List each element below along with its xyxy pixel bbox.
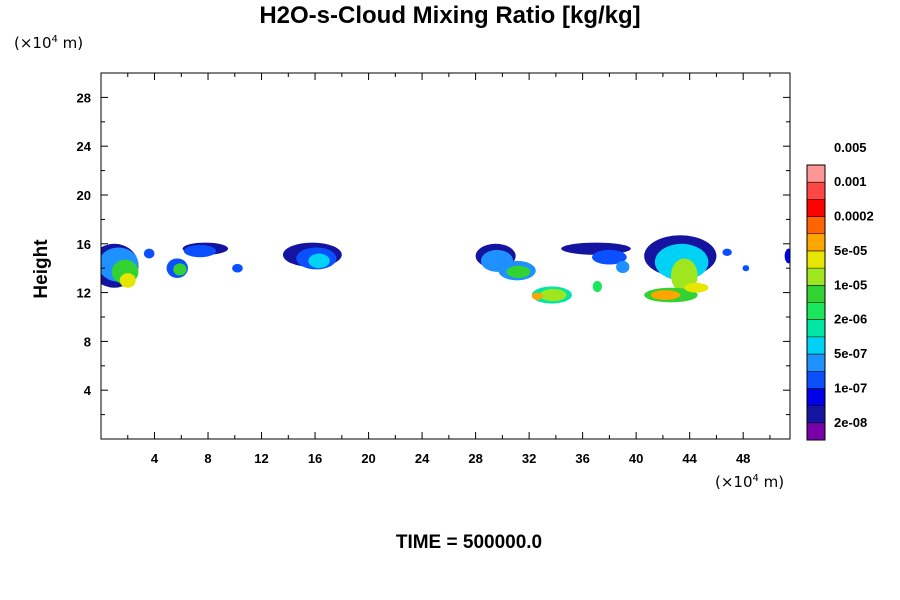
- x-tick-label: 8: [204, 451, 211, 466]
- cloud-field: [101, 235, 790, 304]
- colorbar-frame: [806, 164, 826, 441]
- y-tick-label: 24: [77, 139, 92, 154]
- colorbar-swatch: [807, 182, 825, 200]
- time-footer: TIME = 500000.0: [395, 532, 543, 553]
- colorbar-label: 1e-07: [834, 380, 867, 395]
- cloud-patch: [591, 249, 627, 265]
- colorbar-swatch: [807, 233, 825, 252]
- cloud-patch: [650, 290, 681, 300]
- colorbar-swatch: [807, 388, 825, 406]
- colorbar-swatch: [807, 336, 825, 355]
- colorbar-swatch: [807, 216, 825, 235]
- y-axis-unit: (×104 m): [14, 34, 84, 52]
- x-tick-label: 36: [575, 451, 589, 466]
- colorbar-label: 0.001: [834, 174, 867, 189]
- cloud-patch: [531, 292, 543, 300]
- x-axis-unit: (×104 m): [715, 473, 785, 491]
- colorbar-swatch: [807, 302, 825, 320]
- x-tick-label: 16: [308, 451, 322, 466]
- y-tick-label: 4: [84, 383, 92, 398]
- y-tick-label: 28: [77, 90, 91, 105]
- y-tick-label: 20: [77, 188, 91, 203]
- x-tick-label: 40: [629, 451, 643, 466]
- plot-frame: [100, 72, 791, 440]
- cloud-patch: [143, 248, 155, 259]
- colorbar-swatch: [807, 250, 825, 269]
- cloud-patch: [616, 260, 630, 274]
- colorbar-label: 2e-06: [834, 312, 867, 327]
- x-tick-label: 4: [151, 451, 159, 466]
- colorbar-swatch: [807, 165, 825, 183]
- x-tick-label: 28: [468, 451, 482, 466]
- colorbar-swatch: [807, 319, 825, 338]
- x-tick-label: 12: [254, 451, 268, 466]
- chart-title: H2O-s-Cloud Mixing Ratio [kg/kg]: [259, 2, 641, 29]
- colorbar-label: 0.0002: [834, 209, 874, 224]
- colorbar-label: 2e-08: [834, 415, 867, 430]
- y-tick-label: 8: [84, 334, 91, 349]
- x-tick-label: 24: [415, 451, 430, 466]
- colorbar-label: 0.005: [834, 140, 867, 155]
- colorbar-swatch: [807, 285, 825, 303]
- y-tick-label: 16: [77, 237, 91, 252]
- y-tick-label: 12: [77, 286, 91, 301]
- colorbar-swatch: [807, 354, 825, 372]
- cloud-patch: [539, 288, 567, 302]
- cloud-patch: [742, 265, 750, 272]
- colorbar-swatch: [807, 405, 825, 424]
- colorbar-swatch: [807, 422, 825, 441]
- cloud-patch: [183, 245, 217, 258]
- cloud-patch: [232, 263, 243, 273]
- cloud-patch: [722, 248, 732, 256]
- x-tick-label: 48: [736, 451, 750, 466]
- colorbar-swatch: [807, 199, 825, 217]
- x-tick-label: 44: [682, 451, 697, 466]
- cloud-patch: [684, 282, 709, 293]
- colorbar-swatch: [807, 268, 825, 286]
- cloud-patch: [308, 253, 330, 269]
- colorbar-label: 1e-05: [834, 277, 867, 292]
- colorbar: 2e-08 1e-07 5e-07 2e-06 1e-05 5e-05 0.0002 0.00…: [806, 140, 874, 441]
- cloud-patch: [173, 263, 187, 276]
- cloud-patch: [506, 265, 531, 278]
- colorbar-label: 5e-07: [834, 346, 867, 361]
- x-tick-label: 32: [522, 451, 536, 466]
- cloud-patch: [119, 273, 136, 288]
- x-tick-label: 20: [361, 451, 375, 466]
- colorbar-swatch: [807, 371, 825, 389]
- cloud-patch: [784, 248, 790, 264]
- colorbar-label: 5e-05: [834, 243, 867, 258]
- cloud-patch: [592, 281, 603, 292]
